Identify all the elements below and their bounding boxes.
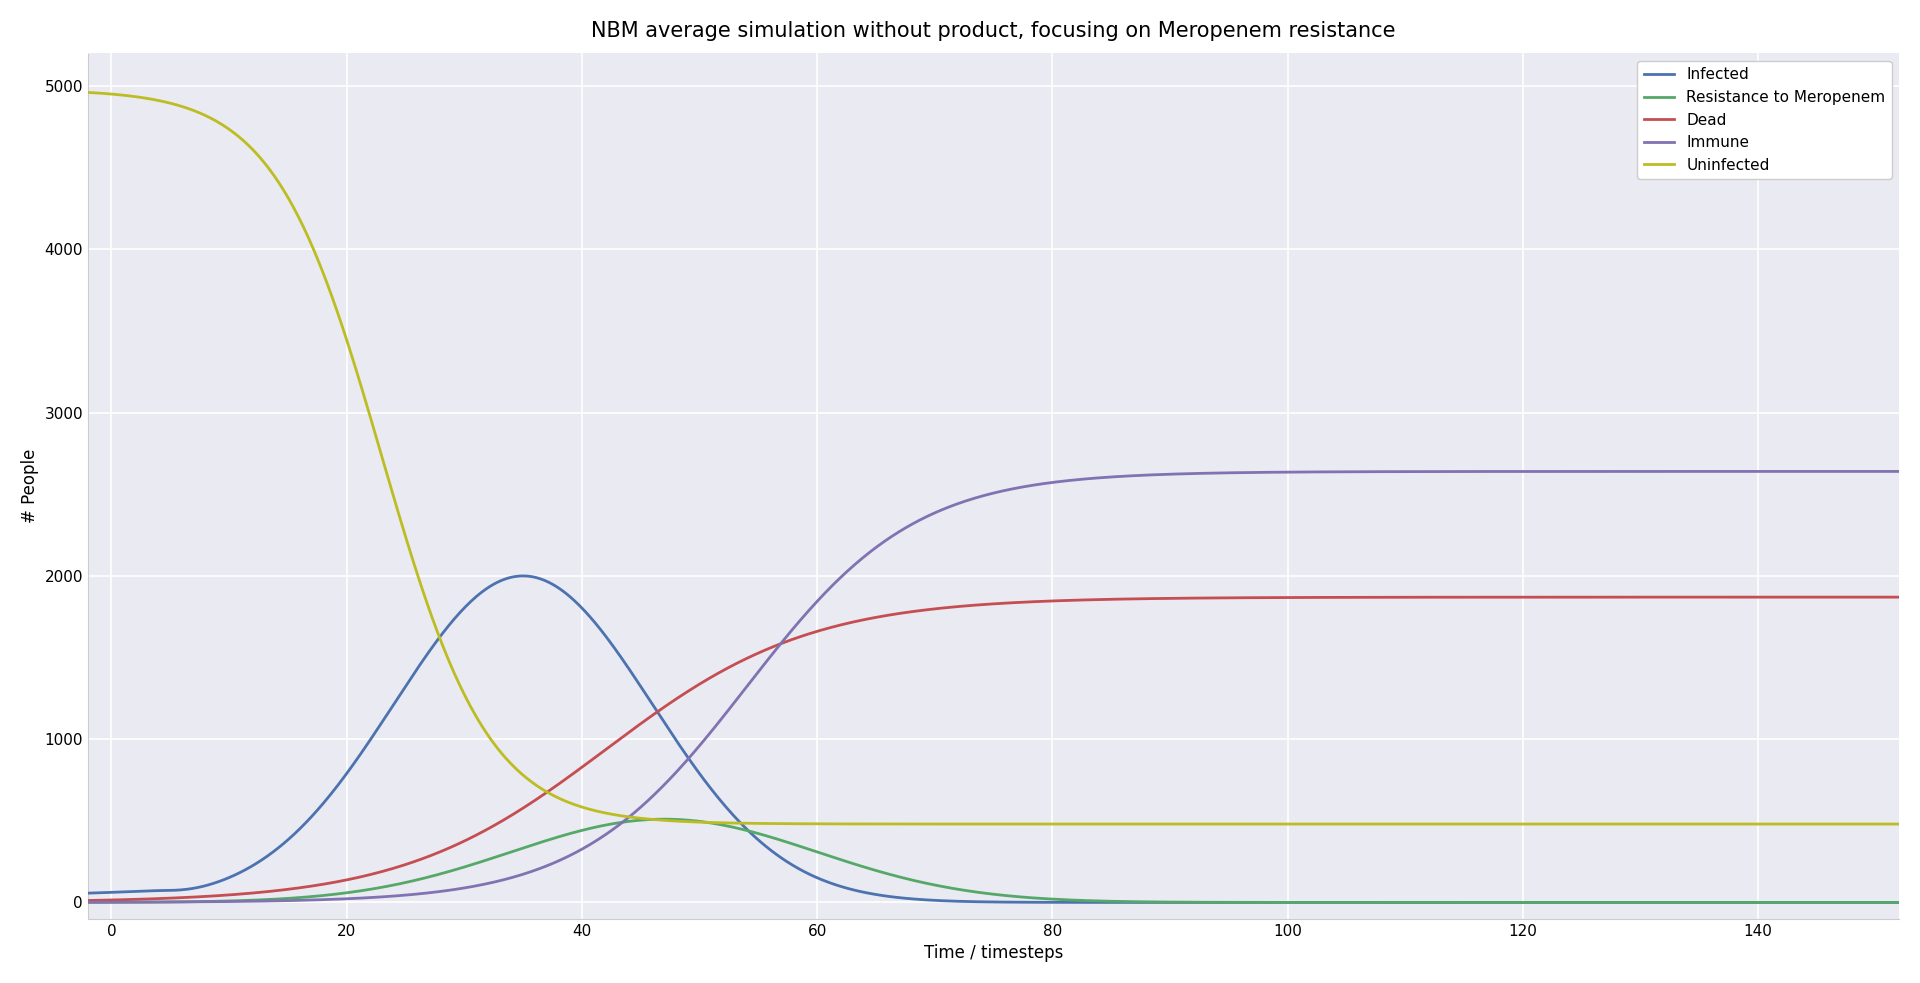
Dead: [1488, 592, 1511, 604]
Line: Uninfected: Uninfected: [88, 92, 1899, 824]
Infected: [261, 846, 284, 858]
Dead: [261, 885, 284, 896]
Infected: [511, 570, 534, 582]
Immune: [1521, 466, 1544, 478]
Immune: [261, 895, 284, 906]
Dead: [874, 609, 897, 621]
Resistance to Meropenem: [810, 847, 833, 859]
Infected: [1490, 896, 1513, 908]
Immune: [1321, 466, 1344, 478]
Infected: [1323, 896, 1346, 908]
Resistance to Meropenem: [1887, 896, 1910, 908]
Infected: [810, 874, 833, 886]
Immune: [808, 592, 831, 604]
Infected: [876, 891, 899, 902]
Resistance to Meropenem: [77, 896, 100, 908]
Immune: [874, 535, 897, 547]
Uninfected: [261, 168, 284, 180]
Line: Dead: Dead: [88, 597, 1899, 900]
Uninfected: [808, 818, 831, 830]
Resistance to Meropenem: [1523, 896, 1546, 908]
Dead: [1521, 592, 1544, 604]
Infected: [1523, 896, 1546, 908]
Infected: [1887, 896, 1910, 908]
Line: Infected: Infected: [88, 576, 1899, 902]
Uninfected: [1521, 818, 1544, 830]
Resistance to Meropenem: [1323, 896, 1346, 908]
Dead: [808, 624, 831, 636]
Line: Resistance to Meropenem: Resistance to Meropenem: [88, 819, 1899, 902]
Immune: [1488, 466, 1511, 478]
Resistance to Meropenem: [1490, 896, 1513, 908]
Immune: [1887, 466, 1910, 478]
Uninfected: [1321, 818, 1344, 830]
Line: Immune: Immune: [88, 472, 1899, 902]
Dead: [1321, 592, 1344, 604]
Resistance to Meropenem: [653, 813, 676, 825]
Dead: [1887, 591, 1910, 603]
Uninfected: [874, 818, 897, 830]
X-axis label: Time / timesteps: Time / timesteps: [924, 944, 1064, 962]
Resistance to Meropenem: [261, 894, 284, 905]
Uninfected: [77, 87, 100, 98]
Uninfected: [1488, 818, 1511, 830]
Dead: [77, 895, 100, 906]
Resistance to Meropenem: [876, 868, 899, 880]
Title: NBM average simulation without product, focusing on Meropenem resistance: NBM average simulation without product, …: [591, 21, 1396, 41]
Y-axis label: # People: # People: [21, 449, 38, 523]
Immune: [77, 896, 100, 908]
Uninfected: [1887, 818, 1910, 830]
Legend: Infected, Resistance to Meropenem, Dead, Immune, Uninfected: Infected, Resistance to Meropenem, Dead,…: [1638, 61, 1891, 179]
Infected: [77, 888, 100, 899]
